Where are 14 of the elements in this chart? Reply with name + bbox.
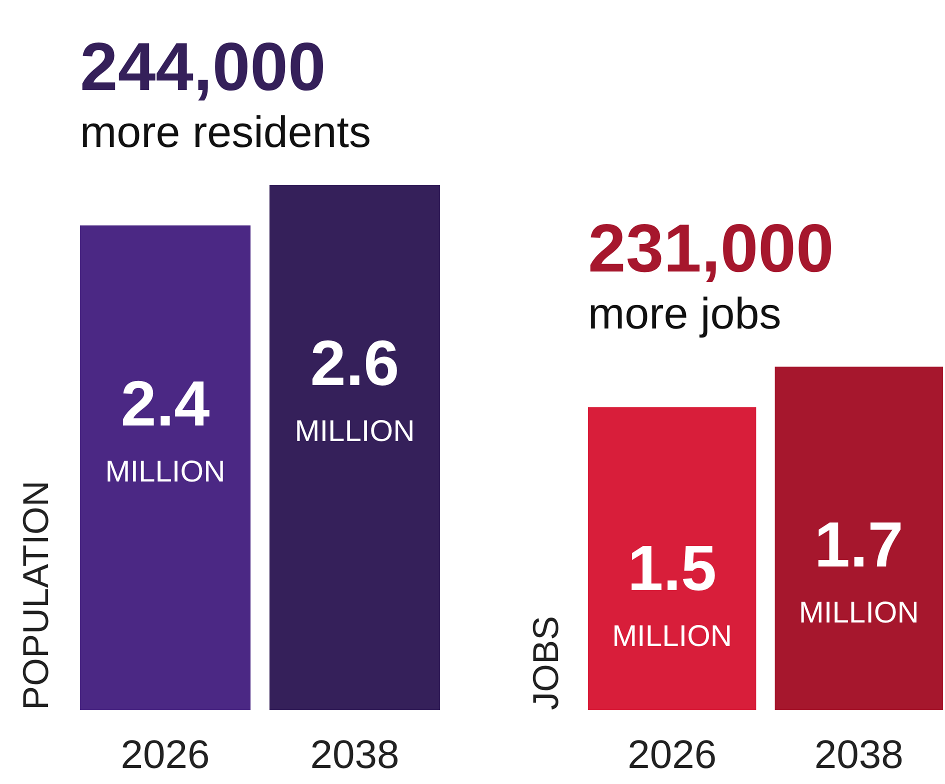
chart-subtitle: more jobs xyxy=(588,290,782,339)
x-tick-label: 2038 xyxy=(310,733,400,777)
data-label: 2.6 MILLION xyxy=(294,327,415,448)
chart-title: 244,000 xyxy=(80,29,326,105)
y-axis-title: JOBS xyxy=(525,616,566,710)
data-label: 1.5 MILLION xyxy=(612,532,732,653)
y-axis-title: POPULATION xyxy=(15,480,56,710)
data-label: 2.4 MILLION xyxy=(105,367,226,488)
data-label: 1.7 MILLION xyxy=(798,508,919,630)
chart-title: 231,000 xyxy=(588,210,834,287)
chart-subtitle: more residents xyxy=(80,108,372,157)
x-tick-label: 2026 xyxy=(120,733,210,777)
x-tick-label: 2026 xyxy=(628,733,717,777)
x-tick-label: 2038 xyxy=(814,733,904,777)
